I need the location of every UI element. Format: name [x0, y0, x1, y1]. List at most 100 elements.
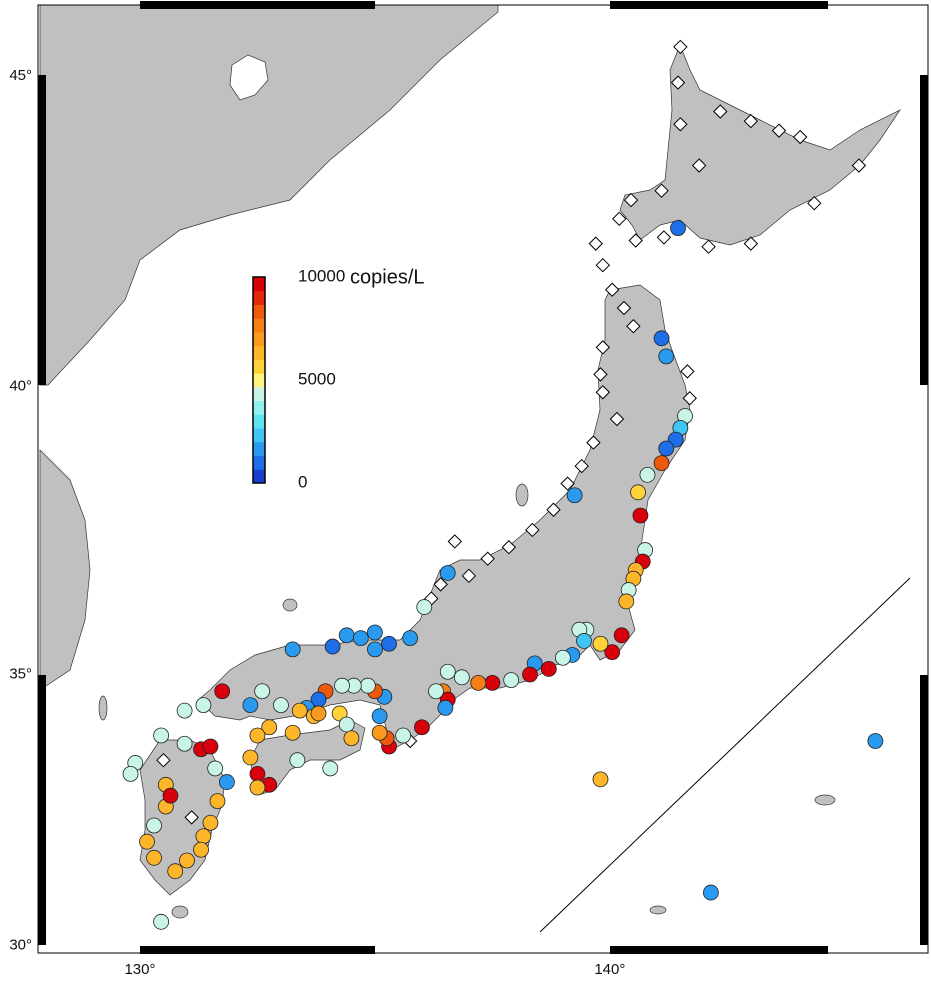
site — [522, 666, 538, 683]
site — [153, 913, 170, 930]
site — [338, 627, 355, 644]
colorbar-step — [253, 373, 265, 388]
no-detection-site — [673, 39, 688, 55]
site — [658, 440, 675, 457]
site — [146, 849, 162, 866]
no-detection-site — [447, 534, 463, 549]
no-detection-site — [461, 568, 477, 584]
colorbar-step — [253, 290, 265, 305]
site — [503, 672, 520, 689]
colorbar-step — [253, 414, 265, 429]
no-detection-site — [680, 364, 695, 379]
lat-tick-label: 30° — [9, 937, 32, 954]
site — [193, 841, 209, 858]
colorbar-outline — [252, 276, 266, 484]
frame-border — [38, 1, 928, 954]
colorbar-step — [253, 304, 265, 319]
site — [324, 638, 341, 655]
site — [284, 724, 301, 741]
no-detection-site — [682, 391, 697, 406]
lat-tick-label: 45° — [9, 67, 32, 84]
site — [338, 716, 355, 733]
no-detection-site — [612, 211, 627, 227]
site — [613, 627, 630, 644]
no-detection-site — [656, 230, 672, 245]
no-detection-site — [588, 236, 603, 251]
site — [576, 633, 592, 649]
no-detection-site — [807, 196, 822, 211]
site — [381, 635, 397, 652]
no-detection-site — [609, 411, 625, 427]
no-detection-site — [628, 233, 643, 248]
site — [414, 719, 430, 736]
no-detection-site — [595, 340, 611, 355]
colorbar-step — [253, 455, 265, 470]
site — [630, 484, 646, 501]
no-detection-site — [743, 236, 759, 251]
site — [195, 697, 212, 714]
site — [428, 683, 444, 700]
no-detection-site — [595, 385, 611, 400]
site — [402, 630, 419, 647]
site — [371, 708, 388, 725]
site — [176, 702, 193, 719]
colorbar-step — [253, 277, 265, 292]
no-detection-site — [623, 192, 639, 208]
site — [439, 663, 456, 680]
no-detection-site — [654, 183, 669, 198]
site — [146, 817, 162, 834]
no-detection-site — [156, 752, 171, 768]
site — [273, 697, 289, 714]
site — [703, 884, 719, 901]
no-detection-site — [851, 158, 867, 173]
site — [367, 624, 383, 641]
colorbar-label: copies/L — [350, 266, 425, 288]
no-detection-site — [184, 810, 199, 825]
site — [209, 793, 226, 810]
site — [653, 455, 670, 472]
colorbar-step — [253, 345, 265, 360]
site — [639, 466, 656, 483]
lon-tick-label: 130° — [124, 961, 155, 978]
site — [261, 719, 278, 736]
colorbar-tick-label: 5000 — [298, 369, 336, 388]
no-detection-site — [605, 282, 620, 297]
no-detection-site — [574, 458, 589, 474]
site — [242, 697, 259, 714]
site — [202, 738, 219, 755]
site — [632, 507, 649, 524]
site — [554, 649, 571, 666]
site — [249, 727, 266, 744]
site — [566, 487, 583, 504]
no-detection-site — [586, 435, 601, 450]
site — [359, 677, 376, 694]
site — [367, 641, 383, 658]
no-detection-site — [713, 104, 728, 119]
colorbar-tick-label: 0 — [298, 472, 307, 491]
site — [352, 630, 369, 647]
site — [153, 727, 170, 744]
site — [202, 814, 219, 831]
site — [214, 683, 231, 700]
site — [162, 787, 179, 804]
site — [371, 724, 388, 741]
no-detection-site — [525, 522, 540, 538]
colorbar-step — [253, 386, 265, 402]
site — [592, 771, 609, 788]
colorbar-step — [253, 441, 265, 457]
no-detection-site — [792, 129, 808, 145]
site — [249, 765, 266, 782]
no-detection-site — [433, 577, 448, 592]
site — [437, 699, 454, 716]
no-detection-site — [691, 158, 707, 173]
site — [242, 749, 259, 766]
site — [618, 593, 635, 610]
no-detection-site — [616, 300, 632, 316]
site — [322, 760, 339, 777]
colorbar-step — [253, 359, 265, 374]
site — [395, 727, 412, 744]
no-detection-site — [560, 476, 575, 491]
site — [453, 669, 470, 686]
site — [670, 220, 686, 237]
